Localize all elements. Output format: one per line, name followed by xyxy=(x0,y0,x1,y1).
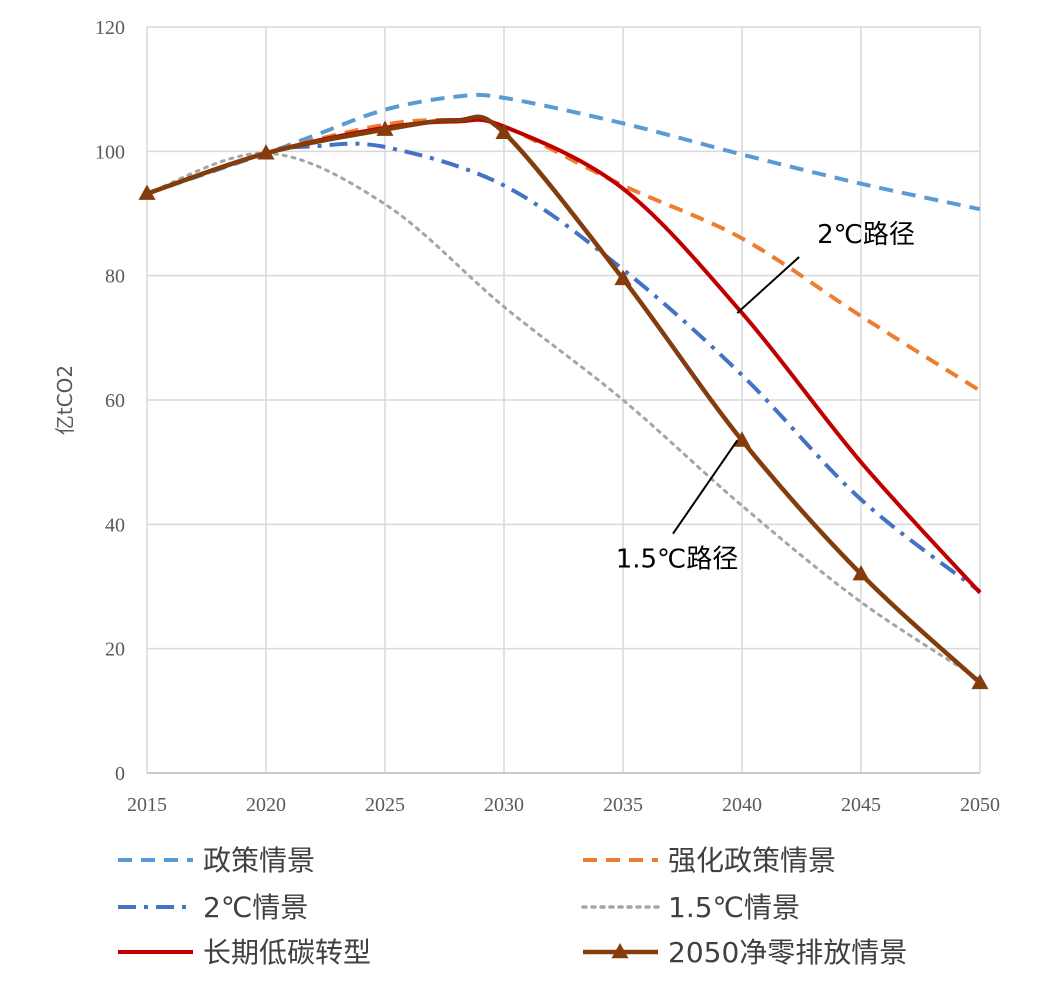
annotation-leader-line xyxy=(672,439,739,535)
series-line-1 xyxy=(146,92,981,212)
series-marker xyxy=(138,184,156,200)
y-tick-label: 100 xyxy=(95,141,125,163)
y-tick-label: 40 xyxy=(105,514,125,536)
x-tick-label: 2025 xyxy=(365,794,405,816)
x-tick-label: 2040 xyxy=(722,794,762,816)
series-marker xyxy=(852,565,870,581)
legend-label: 政策情景 xyxy=(203,844,315,877)
legend-label: 强化政策情景 xyxy=(668,844,836,877)
series-lines xyxy=(138,92,989,690)
series-marker xyxy=(495,123,513,139)
x-tick-label: 2015 xyxy=(127,794,167,816)
x-tick-label: 2020 xyxy=(246,794,286,816)
legend-label: 1.5℃情景 xyxy=(668,891,800,924)
series-marker xyxy=(257,144,275,160)
y-tick-label: 20 xyxy=(105,639,125,661)
gridlines xyxy=(146,26,981,774)
series-line-6 xyxy=(146,114,982,685)
series-line-2 xyxy=(146,117,982,393)
series-marker xyxy=(376,120,394,136)
y-axis-title: 亿tCO2 xyxy=(53,365,77,435)
annotation-label: 2℃路径 xyxy=(817,220,915,250)
legend-label: 长期低碳转型 xyxy=(203,936,371,969)
legend-label: 2050净零排放情景 xyxy=(668,936,907,969)
x-tick-label: 2035 xyxy=(603,794,643,816)
x-tick-label: 2050 xyxy=(960,794,1000,816)
legend-label: 2℃情景 xyxy=(203,891,308,924)
y-tick-label: 60 xyxy=(105,390,125,412)
series-marker xyxy=(614,269,632,286)
y-tick-label: 80 xyxy=(105,266,125,288)
annotation-leader-line xyxy=(736,256,800,314)
annotations: 2℃路径 1.5℃路径 xyxy=(616,220,915,575)
series-line-5 xyxy=(146,117,982,595)
annotation-label: 1.5℃路径 xyxy=(616,545,739,575)
legend-marker xyxy=(611,943,629,959)
x-tick-label: 2030 xyxy=(484,794,524,816)
series-marker xyxy=(971,673,989,690)
series-line-3 xyxy=(146,141,982,594)
series-line-4 xyxy=(145,151,982,682)
y-tick-label: 0 xyxy=(115,763,125,785)
y-tick-label: 120 xyxy=(95,17,125,39)
series-marker xyxy=(733,431,751,447)
x-tick-label: 2045 xyxy=(841,794,881,816)
